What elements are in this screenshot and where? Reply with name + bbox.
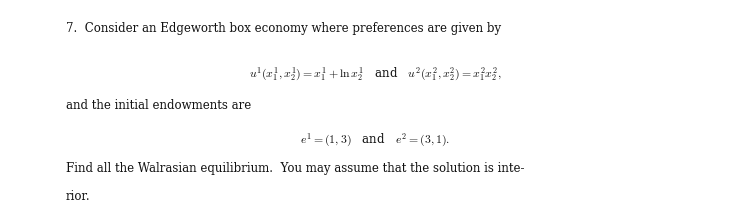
Text: 7.  Consider an Edgeworth box economy where preferences are given by: 7. Consider an Edgeworth box economy whe… <box>66 21 501 34</box>
Text: $e^1 = (1, 3)$   and   $e^2 = (3, 1).$: $e^1 = (1, 3)$ and $e^2 = (3, 1).$ <box>300 132 450 149</box>
Text: $u^{1}(x_1^1, x_2^1) = x_1^1 + \ln x_2^1$   and   $u^{2}(x_1^2, x_2^2) = x_1^2 x: $u^{1}(x_1^1, x_2^1) = x_1^1 + \ln x_2^1… <box>249 65 501 82</box>
Text: Find all the Walrasian equilibrium.  You may assume that the solution is inte-: Find all the Walrasian equilibrium. You … <box>66 161 524 174</box>
Text: and the initial endowments are: and the initial endowments are <box>66 99 251 112</box>
Text: rior.: rior. <box>66 189 91 202</box>
